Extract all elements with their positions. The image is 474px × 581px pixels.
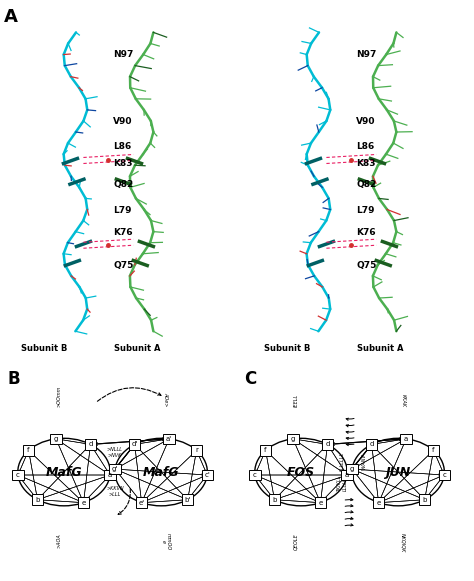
Text: NKQIQK: NKQIQK [401,533,405,553]
Text: QEOLE: QEOLE [294,533,299,550]
Text: g: g [350,466,354,472]
FancyBboxPatch shape [269,494,280,505]
Text: FOS: FOS [287,465,315,479]
Text: >KKVN
>LLL: >KKVN >LLL [106,486,124,497]
Text: d: d [325,442,330,447]
Text: VVANV: VVANV [361,453,366,469]
Text: JUN: JUN [385,465,411,479]
FancyBboxPatch shape [201,470,213,480]
Text: b': b' [184,497,191,503]
Text: A: A [4,8,18,26]
Text: b: b [422,497,427,503]
Text: N97: N97 [356,50,377,59]
Text: K83: K83 [113,159,133,168]
FancyBboxPatch shape [438,470,450,480]
Text: IEELL: IEELL [294,393,299,407]
Text: V90: V90 [113,117,133,127]
Text: K76: K76 [113,228,133,237]
Text: e: e [319,500,323,505]
FancyBboxPatch shape [50,433,62,444]
FancyBboxPatch shape [401,433,412,444]
Text: LLLLLLL: LLLLLLL [340,451,345,471]
Text: V90: V90 [356,117,376,127]
FancyBboxPatch shape [287,433,299,444]
Text: b: b [272,497,277,503]
Text: MafG: MafG [46,465,82,479]
Text: c: c [253,472,257,478]
Text: c': c' [204,472,210,478]
Text: mmOO
e: mmOO e [161,533,171,550]
FancyBboxPatch shape [428,445,439,456]
FancyBboxPatch shape [23,445,34,456]
FancyBboxPatch shape [419,494,430,505]
FancyBboxPatch shape [164,433,175,444]
Text: f: f [27,447,30,453]
FancyBboxPatch shape [346,464,358,474]
Text: L86: L86 [356,142,374,150]
FancyBboxPatch shape [191,445,202,456]
Text: AOe>: AOe> [164,392,168,407]
Text: L86: L86 [113,142,132,150]
FancyBboxPatch shape [373,497,384,508]
Text: L79: L79 [113,206,132,215]
FancyBboxPatch shape [366,439,377,450]
FancyBboxPatch shape [129,439,140,450]
Text: b: b [35,497,40,503]
Text: C: C [244,370,256,388]
Text: a: a [345,472,349,478]
Text: d: d [369,442,374,447]
Text: Subunit A: Subunit A [114,344,160,353]
FancyBboxPatch shape [109,464,121,474]
Text: MafG: MafG [143,465,180,479]
Text: c: c [442,472,446,478]
Text: a: a [108,472,112,478]
Text: K76: K76 [356,228,376,237]
Text: a: a [404,436,408,442]
FancyBboxPatch shape [12,470,24,480]
FancyBboxPatch shape [260,445,271,456]
Text: KKAK: KKAK [401,393,405,407]
Text: Q82: Q82 [113,180,134,189]
FancyBboxPatch shape [85,439,96,450]
Text: Q82: Q82 [356,180,377,189]
Text: r: r [195,447,198,453]
Text: d': d' [131,442,138,447]
FancyBboxPatch shape [315,497,326,508]
Text: B: B [7,370,20,388]
Text: N97: N97 [113,50,134,59]
Text: f: f [432,447,435,453]
Text: TKIKLL
LLLLLL: TKIKLL LLLLLL [337,475,348,491]
FancyBboxPatch shape [182,494,193,505]
Text: d: d [88,442,93,447]
Text: Subunit A: Subunit A [357,344,403,353]
Text: g': g' [112,466,118,472]
Text: Subunit B: Subunit B [264,344,311,353]
Text: c: c [16,472,20,478]
Text: >OOmm: >OOmm [57,385,62,407]
FancyBboxPatch shape [32,494,43,505]
FancyBboxPatch shape [249,470,261,480]
Text: Subunit B: Subunit B [21,344,68,353]
Text: >AOA: >AOA [57,533,62,548]
FancyBboxPatch shape [136,497,147,508]
Text: e: e [376,500,381,505]
Text: Q75: Q75 [113,261,134,270]
Text: L79: L79 [356,206,375,215]
Text: e: e [82,500,86,505]
Text: Q75: Q75 [356,261,377,270]
FancyBboxPatch shape [322,439,333,450]
Text: f: f [264,447,267,453]
Text: K83: K83 [356,159,376,168]
Text: >NLLL
>NVK: >NLLL >NVK [107,447,123,458]
Text: a': a' [166,436,172,442]
FancyBboxPatch shape [104,470,116,480]
FancyBboxPatch shape [78,497,89,508]
Text: e': e' [138,500,145,505]
Text: g: g [54,436,58,442]
FancyBboxPatch shape [341,470,353,480]
Text: g: g [291,436,295,442]
